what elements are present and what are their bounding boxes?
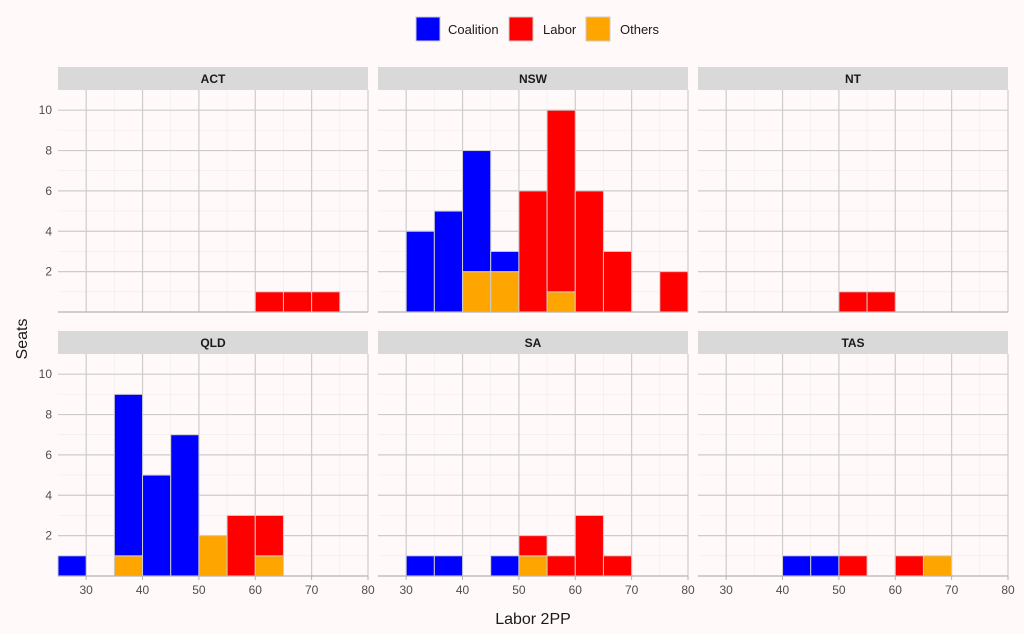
facet-strip-qld [58,331,368,354]
x-tick-label: 50 [192,583,206,597]
bar-labor [574,514,604,577]
bar-others [462,271,492,313]
legend-item-coalition: Coalition [415,16,499,42]
x-tick-label: 50 [512,583,526,597]
x-tick-label: 70 [945,583,959,597]
bar-others [113,555,144,577]
bar-coalition [405,230,435,313]
bar-labor [546,109,576,293]
facet-panel-tas: TAS 30 40 50 60 70 80 [698,331,1015,597]
x-tick-label: 80 [1001,583,1015,597]
bar-others [198,535,228,577]
x-tick-label: 80 [681,583,695,597]
bar-coalition [490,555,520,577]
x-tick-label: 60 [889,583,903,597]
y-tick-label: 4 [45,224,52,238]
bar-labor [838,555,868,577]
bar-others [922,555,953,577]
bar-coalition [405,555,435,577]
x-tick-label: 30 [720,583,734,597]
facet-panel-qld: QLD 30 40 50 60 70 80 2 4 6 8 10 [39,331,375,597]
y-tick-label: 8 [45,408,52,422]
y-tick-label: 2 [45,529,52,543]
bar-labor [659,271,689,313]
bar-coalition [462,150,492,273]
facet-strip-label: QLD [200,336,226,350]
bar-labor [546,555,576,577]
bar-coalition [142,474,172,577]
facet-panel-act: ACT 2 4 6 8 10 [39,67,369,313]
facet-panel-nsw: NSW [378,67,689,313]
x-tick-label: 30 [400,583,414,597]
facet-strip-label: ACT [201,72,226,86]
y-tick-label: 10 [39,103,53,117]
legend: Coalition Labor Others [415,16,660,42]
bar-labor [254,291,284,313]
x-tick-label: 60 [249,583,263,597]
bar-labor [254,514,284,557]
bar-labor [602,250,633,313]
legend-label-labor: Labor [543,22,577,37]
bar-coalition [490,250,520,273]
bar-others [254,555,284,577]
facet-strip-nt [698,67,1008,90]
x-tick-label: 40 [456,583,470,597]
x-axis-title: Labor 2PP [495,611,571,628]
facet-strip-tas [698,331,1008,354]
x-tick-label: 70 [305,583,319,597]
bar-others [518,555,548,577]
facet-strip-sa [378,331,688,354]
legend-item-others: Others [585,16,660,42]
y-tick-label: 2 [45,265,52,279]
bar-labor [311,291,341,313]
legend-label-others: Others [620,22,660,37]
bar-coalition [810,555,840,577]
facet-strip-label: TAS [841,336,864,350]
bar-labor [226,514,256,577]
legend-item-labor: Labor [508,16,577,42]
bar-coalition [113,393,144,557]
x-tick-label: 40 [136,583,150,597]
x-tick-label: 60 [569,583,583,597]
bar-labor [518,535,548,557]
facet-panel-nt: NT [698,67,1009,313]
bar-coalition [170,434,200,577]
bar-others [546,291,576,313]
bar-labor [894,555,924,577]
bar-labor [282,291,313,313]
facet-panel-sa: SA 30 40 50 60 70 80 [378,331,695,597]
y-tick-label: 6 [45,448,52,462]
facet-strip-label: NSW [519,72,548,86]
facet-strip-label: SA [525,336,542,350]
bar-labor [602,555,633,577]
facet-strip-nsw [378,67,688,90]
y-tick-label: 8 [45,144,52,158]
bar-labor [574,190,604,313]
facet-panels: ACT 2 4 6 8 10 NSW NT QLD 30 40 50 60 70 80 2 4 6 8 10 SA 30 4… [39,67,1015,597]
bar-labor [518,190,548,313]
y-axis-title: Seats [14,319,31,360]
legend-key-labor [508,16,534,42]
legend-key-others [585,16,611,42]
bar-labor [838,291,868,313]
bar-coalition [433,555,464,577]
x-tick-label: 50 [832,583,846,597]
bar-coalition [782,555,812,577]
facet-strip-label: NT [845,72,862,86]
bar-coalition [57,555,87,577]
y-tick-label: 4 [45,488,52,502]
bar-others [490,271,520,313]
x-tick-label: 80 [361,583,375,597]
facet-strip-act [58,67,368,90]
x-tick-label: 40 [776,583,790,597]
x-tick-label: 30 [80,583,94,597]
y-tick-label: 10 [39,367,53,381]
bar-labor [866,291,896,313]
legend-label-coalition: Coalition [448,22,499,37]
bar-coalition [433,210,464,313]
legend-key-coalition [415,16,441,42]
y-tick-label: 6 [45,184,52,198]
x-tick-label: 70 [625,583,639,597]
